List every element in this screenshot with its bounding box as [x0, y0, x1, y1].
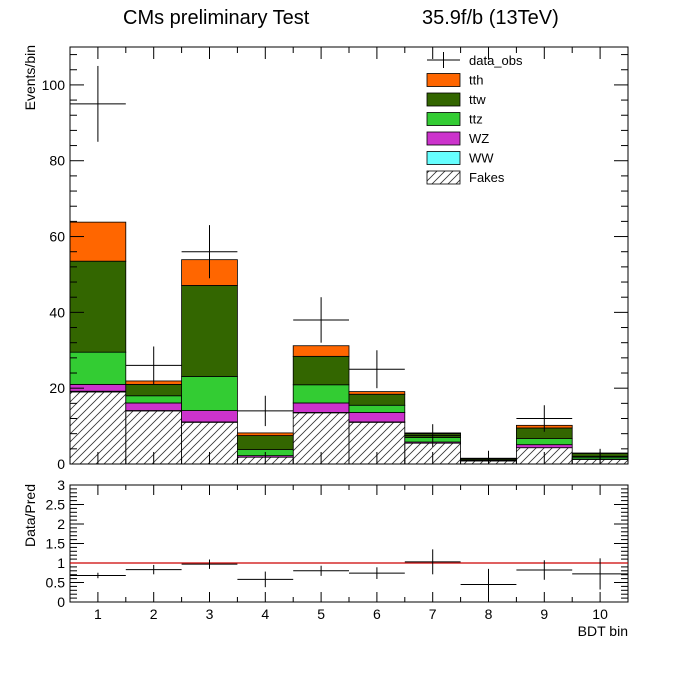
ratio-y-axis-label: Data/Pred: [22, 484, 38, 547]
ratio-y-tick-label: 1.5: [46, 536, 66, 552]
ratio-y-tick-label: 0: [57, 594, 65, 610]
x-tick-label-10: 10: [592, 606, 608, 622]
bar-wz-3: [182, 411, 238, 422]
x-tick-label-7: 7: [429, 606, 437, 622]
y-tick-label: 100: [42, 77, 66, 93]
legend-label: WW: [469, 151, 494, 166]
legend-label: tth: [469, 73, 483, 88]
legend-label: data_obs: [469, 53, 523, 68]
ratio-y-tick-label: 3: [57, 477, 65, 493]
bar-ttz-5: [293, 385, 349, 403]
bar-ttw-5: [293, 356, 349, 384]
bar-ttw-1: [70, 261, 126, 352]
x-tick-label-5: 5: [317, 606, 325, 622]
bar-ttw-2: [126, 384, 182, 395]
bar-wz-2: [126, 403, 182, 411]
legend-label: WZ: [469, 131, 489, 146]
y-tick-label: 60: [49, 229, 65, 245]
ratio-y-tick-label: 2.5: [46, 497, 66, 513]
legend-entry-tth: tth: [427, 73, 483, 88]
x-tick-label-3: 3: [206, 606, 214, 622]
legend-swatch: [427, 132, 460, 145]
bar-ttw-3: [182, 285, 238, 376]
bar-ttz-2: [126, 396, 182, 403]
x-tick-label-8: 8: [485, 606, 493, 622]
legend-swatch: [427, 152, 460, 165]
legend-entry-ttw: ttw: [427, 92, 486, 107]
legend-entry-ttz: ttz: [427, 112, 483, 127]
bar-tth-1: [70, 222, 126, 261]
ratio-y-tick-label: 1: [57, 555, 65, 571]
ratio-plot-frame: [70, 485, 628, 602]
y-tick-label: 80: [49, 153, 65, 169]
legend-label: ttw: [469, 92, 486, 107]
bar-ttz-6: [349, 405, 405, 412]
ratio-y-tick-label: 2: [57, 516, 65, 532]
bar-ttw-6: [349, 394, 405, 405]
bar-ttz-1: [70, 352, 126, 384]
legend-swatch: [427, 171, 460, 184]
x-axis-label: BDT bin: [578, 623, 628, 639]
ratio-y-tick-label: 0.5: [46, 575, 66, 591]
legend-entry-wz: WZ: [427, 131, 489, 146]
bar-wz-9: [516, 445, 572, 448]
x-tick-label-9: 9: [540, 606, 548, 622]
legend-swatch: [427, 113, 460, 126]
legend-entry-data_obs: data_obs: [427, 52, 523, 68]
legend-swatch: [427, 93, 460, 106]
legend-label: Fakes: [469, 170, 505, 185]
x-tick-label-2: 2: [150, 606, 158, 622]
bar-ttz-9: [516, 439, 572, 445]
bar-tth-6: [349, 392, 405, 395]
bar-wz-6: [349, 412, 405, 421]
y-axis-label: Events/bin: [22, 45, 38, 110]
legend-entry-ww: WW: [427, 151, 494, 166]
y-tick-label: 40: [49, 304, 65, 320]
legend-swatch: [427, 74, 460, 87]
legend-entry-fakes: Fakes: [427, 170, 505, 185]
y-tick-label: 0: [57, 456, 65, 472]
x-tick-label-1: 1: [94, 606, 102, 622]
bar-tth-4: [237, 433, 293, 436]
bar-ttz-3: [182, 376, 238, 410]
legend-label: ttz: [469, 112, 483, 127]
bar-ttw-4: [237, 436, 293, 450]
chart-title: CMs preliminary Test: [123, 7, 310, 29]
x-tick-label-6: 6: [373, 606, 381, 622]
x-tick-label-4: 4: [261, 606, 269, 622]
bar-wz-5: [293, 403, 349, 412]
y-tick-label: 20: [49, 380, 65, 396]
luminosity-label: 35.9f/b (13TeV): [422, 7, 559, 29]
bar-tth-5: [293, 346, 349, 357]
